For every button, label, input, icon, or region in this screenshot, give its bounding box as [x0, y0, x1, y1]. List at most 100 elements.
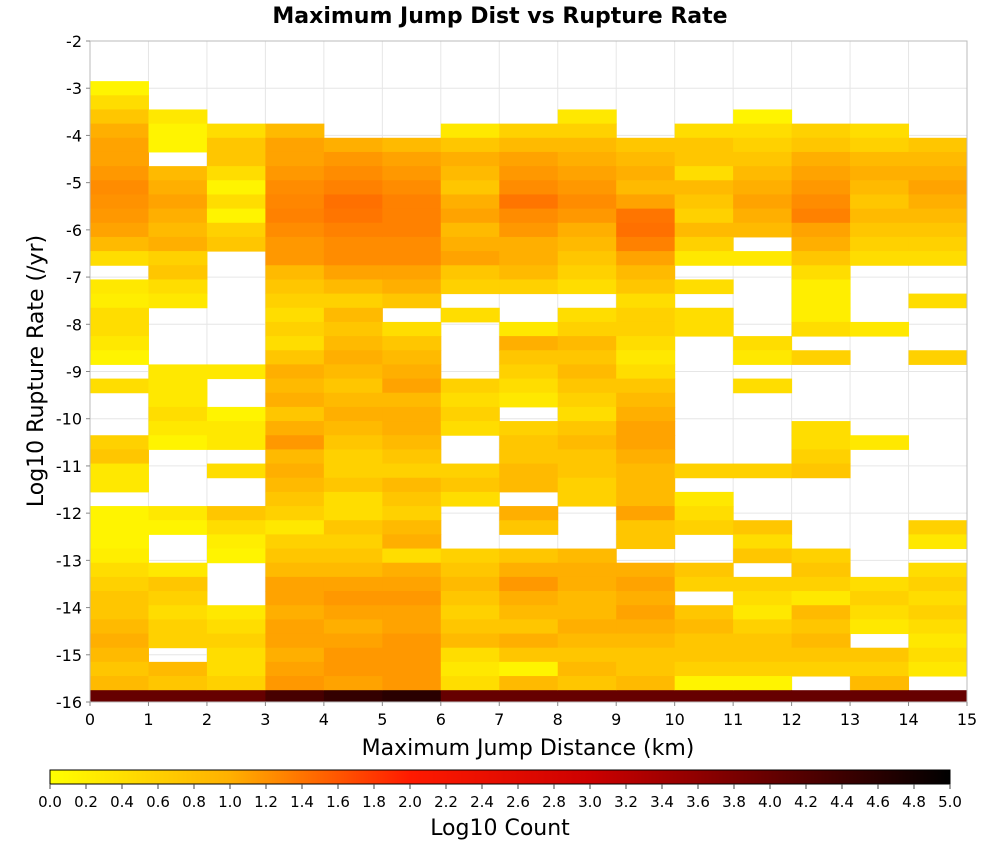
heatmap-cell: [382, 251, 442, 266]
heatmap-cells: [90, 81, 968, 703]
heatmap-cell: [323, 251, 383, 266]
heatmap-cell: [850, 647, 910, 663]
heatmap-cell: [557, 321, 617, 337]
colorbar-tick-label: 0.6: [146, 793, 170, 811]
heatmap-cell: [323, 421, 383, 436]
heatmap-cell: [557, 378, 617, 394]
heatmap-cell: [440, 236, 500, 252]
heatmap-cell: [323, 576, 383, 592]
heatmap-cell: [90, 123, 149, 139]
heatmap-cell: [323, 236, 383, 252]
heatmap-cell: [616, 137, 676, 153]
heatmap-cell: [791, 449, 851, 465]
heatmap-cell: [440, 605, 500, 620]
heatmap-cell: [791, 265, 851, 280]
heatmap-cell: [382, 392, 442, 408]
heatmap-cell: [206, 236, 266, 252]
heatmap-cell: [90, 690, 149, 703]
heatmap-cell: [499, 378, 559, 394]
heatmap-cell: [616, 378, 676, 394]
heatmap-cell: [90, 222, 149, 238]
heatmap-cell: [90, 619, 149, 635]
x-tick-label: 1: [143, 710, 153, 729]
heatmap-cell: [440, 463, 500, 479]
heatmap-cell: [733, 576, 793, 592]
x-tick-label: 10: [664, 710, 684, 729]
heatmap-cell: [791, 166, 851, 181]
heatmap-cell: [791, 605, 851, 620]
heatmap-cell: [382, 491, 442, 507]
heatmap-cell: [265, 477, 325, 493]
heatmap-cell: [440, 619, 500, 635]
heatmap-cell: [148, 236, 208, 252]
heatmap-cell: [206, 364, 266, 380]
heatmap-cell: [616, 208, 676, 224]
heatmap-cell: [90, 137, 149, 153]
heatmap-cell: [265, 406, 325, 422]
heatmap-cell: [148, 109, 208, 125]
heatmap-cell: [323, 406, 383, 422]
x-tick-label: 4: [319, 710, 329, 729]
heatmap-cell: [674, 251, 734, 266]
heatmap-cell: [557, 591, 617, 606]
heatmap-cell: [440, 690, 500, 703]
heatmap-cell: [90, 194, 149, 210]
heatmap-cell: [499, 166, 559, 181]
heatmap-cell: [206, 180, 266, 195]
colorbar-tick-label: 3.2: [614, 793, 638, 811]
heatmap-cell: [616, 421, 676, 436]
colorbar-tick-label: 4.4: [830, 793, 854, 811]
heatmap-cell: [674, 633, 734, 649]
heatmap-cell: [323, 265, 383, 280]
heatmap-cell: [499, 137, 559, 153]
heatmap-cell: [323, 506, 383, 521]
heatmap-cell: [499, 506, 559, 521]
heatmap-cell: [616, 350, 676, 365]
heatmap-cell: [674, 647, 734, 663]
heatmap-cell: [791, 548, 851, 564]
heatmap-cell: [616, 336, 676, 351]
heatmap-cell: [791, 180, 851, 195]
heatmap-cell: [850, 661, 910, 677]
heatmap-cell: [499, 265, 559, 280]
heatmap-cell: [206, 676, 266, 691]
heatmap-cell: [791, 647, 851, 663]
heatmap-cell: [265, 137, 325, 153]
y-tick-label: -16: [56, 693, 82, 712]
heatmap-cell: [557, 619, 617, 635]
heatmap-cell: [265, 350, 325, 365]
heatmap-cell: [499, 676, 559, 691]
y-tick-label: -7: [66, 268, 82, 287]
heatmap-cell: [499, 392, 559, 408]
heatmap-cell: [382, 548, 442, 564]
heatmap-cell: [499, 562, 559, 578]
heatmap-cell: [557, 633, 617, 649]
heatmap-cell: [148, 435, 208, 450]
heatmap-cell: [908, 236, 968, 252]
heatmap-cell: [323, 633, 383, 649]
heatmap-cell: [557, 449, 617, 465]
heatmap-cell: [557, 548, 617, 564]
y-tick-label: -8: [66, 315, 82, 334]
x-tick-label: 3: [260, 710, 270, 729]
heatmap-cell: [616, 265, 676, 280]
heatmap-cell: [440, 421, 500, 436]
heatmap-cell: [206, 421, 266, 436]
heatmap-cell: [908, 647, 968, 663]
heatmap-cell: [206, 463, 266, 479]
heatmap-cell: [557, 392, 617, 408]
heatmap-cell: [791, 194, 851, 210]
heatmap-cell: [323, 591, 383, 606]
heatmap-cell: [674, 236, 734, 252]
heatmap-cell: [850, 605, 910, 620]
heatmap-cell: [616, 151, 676, 167]
y-tick-label: -14: [56, 599, 82, 618]
heatmap-cell: [90, 251, 149, 266]
heatmap-cell: [850, 180, 910, 195]
heatmap-cell: [674, 151, 734, 167]
colorbar-label: Log10 Count: [430, 816, 570, 841]
heatmap-cell: [265, 605, 325, 620]
heatmap-cell: [323, 166, 383, 181]
heatmap-cell: [382, 364, 442, 380]
heatmap-cell: [265, 151, 325, 167]
